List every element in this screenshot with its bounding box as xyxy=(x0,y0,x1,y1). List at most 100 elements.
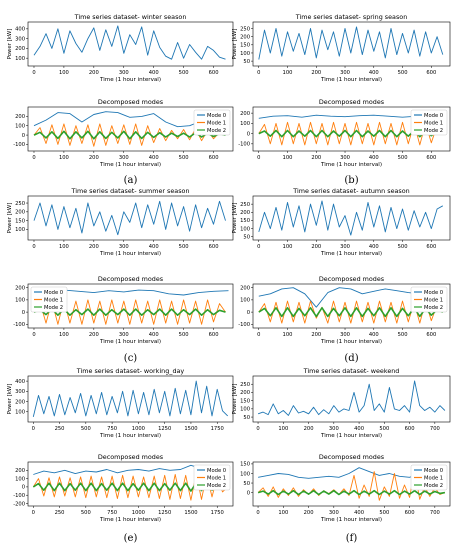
x-tick-label: 200 xyxy=(89,244,99,250)
x-axis-label: Time (1 hour interval) xyxy=(320,433,382,439)
legend-label: Mode 1 xyxy=(207,121,226,127)
y-tick-label: 200 xyxy=(240,285,250,291)
y-tick-label: -100 xyxy=(238,322,250,328)
x-tick-label: 0 xyxy=(257,244,260,250)
panel-b: Time series dataset- spring season 0 100 20… xyxy=(232,13,451,186)
x-tick-label: 100 xyxy=(283,70,293,76)
x-tick-label: 750 xyxy=(107,510,117,516)
x-tick-label: 0 xyxy=(32,70,35,76)
plot-frame xyxy=(27,195,234,241)
x-tick-label: 600 xyxy=(426,244,436,250)
x-tick-label: 500 xyxy=(179,70,189,76)
y-tick-label: 200 xyxy=(240,390,250,396)
x-tick-label: 400 xyxy=(149,332,159,338)
x-tick-label: 200 xyxy=(304,426,314,432)
panel-caption: (c) xyxy=(124,353,138,364)
y-tick-label: 300 xyxy=(15,36,25,42)
y-tick-label: -100 xyxy=(238,142,250,148)
x-axis-label: Time (1 hour interval) xyxy=(320,162,382,168)
series-line-power xyxy=(258,200,444,236)
y-tick-label: 100 xyxy=(15,476,25,482)
y-axis-label: Power [kW] xyxy=(232,203,238,234)
y-tick-label: 200 xyxy=(15,210,25,216)
x-tick-label: 1500 xyxy=(184,426,197,432)
x-tick-label: 500 xyxy=(398,155,408,161)
y-tick-label: 250 xyxy=(15,201,25,207)
series-line-mode-2 xyxy=(33,130,226,140)
x-tick-label: 0 xyxy=(257,70,260,76)
y-tick-label: 100 xyxy=(240,226,250,232)
x-axis-label: Time (1 hour interval) xyxy=(99,251,161,257)
x-tick-label: 0 xyxy=(257,155,260,161)
panel-f: Time series dataset- weekend 0 100 200 300 40… xyxy=(232,367,451,544)
x-tick-label: 400 xyxy=(149,70,159,76)
x-axis-label: Time (1 hour interval) xyxy=(99,339,161,345)
x-tick-label: 600 xyxy=(209,244,219,250)
x-tick-label: 300 xyxy=(119,70,129,76)
x-tick-label: 300 xyxy=(329,510,339,516)
x-tick-label: 0 xyxy=(32,244,35,250)
y-tick-label: 200 xyxy=(15,399,25,405)
plot-title: Decomposed modes xyxy=(319,275,385,283)
x-tick-label: 100 xyxy=(59,70,69,76)
y-tick-label: 100 xyxy=(240,51,250,57)
x-tick-label: 200 xyxy=(304,510,314,516)
y-tick-label: 150 xyxy=(240,218,250,224)
plot-frame xyxy=(27,283,234,329)
x-tick-label: 200 xyxy=(311,70,321,76)
legend-label: Mode 1 xyxy=(207,476,226,482)
series-line-power xyxy=(32,380,229,418)
x-tick-label: 0 xyxy=(32,332,35,338)
legend-label: Mode 2 xyxy=(207,128,226,134)
x-tick-label: 600 xyxy=(405,510,415,516)
panel-caption: (a) xyxy=(124,175,138,186)
plot-frame xyxy=(27,21,234,67)
x-axis-label: Time (1 hour interval) xyxy=(320,251,382,257)
plot-frame xyxy=(252,106,451,152)
x-axis-label: Time (1 hour interval) xyxy=(99,433,161,439)
plot-title: Decomposed modes xyxy=(98,275,164,283)
x-tick-label: 500 xyxy=(398,70,408,76)
y-tick-label: 100 xyxy=(240,407,250,413)
x-tick-label: 200 xyxy=(311,155,321,161)
x-tick-label: 600 xyxy=(426,70,436,76)
x-tick-label: 500 xyxy=(179,155,189,161)
y-tick-label: 50 xyxy=(243,59,250,65)
x-tick-label: 1500 xyxy=(184,510,197,516)
x-tick-label: 0 xyxy=(32,426,35,432)
plot-title: Decomposed modes xyxy=(319,98,385,106)
x-axis-label: Time (1 hour interval) xyxy=(99,162,161,168)
x-tick-label: 0 xyxy=(256,510,259,516)
y-tick-label: 100 xyxy=(15,410,25,416)
plot-frame xyxy=(252,461,451,507)
y-tick-label: 200 xyxy=(15,114,25,120)
y-tick-label: 100 xyxy=(240,298,250,304)
series-line-power xyxy=(33,25,226,60)
legend-label: Mode 0 xyxy=(424,113,443,119)
y-tick-label: 0 xyxy=(22,485,25,491)
y-tick-label: 200 xyxy=(15,468,25,474)
x-tick-label: 500 xyxy=(81,426,91,432)
legend-label: Mode 2 xyxy=(424,483,443,489)
y-axis-label: Power [kW] xyxy=(232,29,238,60)
x-tick-label: 0 xyxy=(256,426,259,432)
plot-title: Decomposed modes xyxy=(98,98,164,106)
x-tick-label: 100 xyxy=(283,332,293,338)
plot-frame xyxy=(252,375,451,423)
legend-label: Mode 0 xyxy=(44,290,63,296)
plot-frame xyxy=(27,106,234,152)
y-tick-label: -200 xyxy=(13,501,25,507)
legend-label: Mode 2 xyxy=(207,483,226,489)
x-tick-label: 200 xyxy=(89,155,99,161)
y-tick-label: 200 xyxy=(240,34,250,40)
x-tick-label: 400 xyxy=(369,244,379,250)
legend-box xyxy=(410,286,448,313)
y-tick-label: 0 xyxy=(247,490,250,496)
x-tick-label: 300 xyxy=(329,426,339,432)
x-tick-label: 700 xyxy=(430,426,440,432)
x-tick-label: 400 xyxy=(354,510,364,516)
x-tick-label: 200 xyxy=(89,70,99,76)
x-tick-label: 600 xyxy=(426,155,436,161)
x-tick-label: 0 xyxy=(32,155,35,161)
